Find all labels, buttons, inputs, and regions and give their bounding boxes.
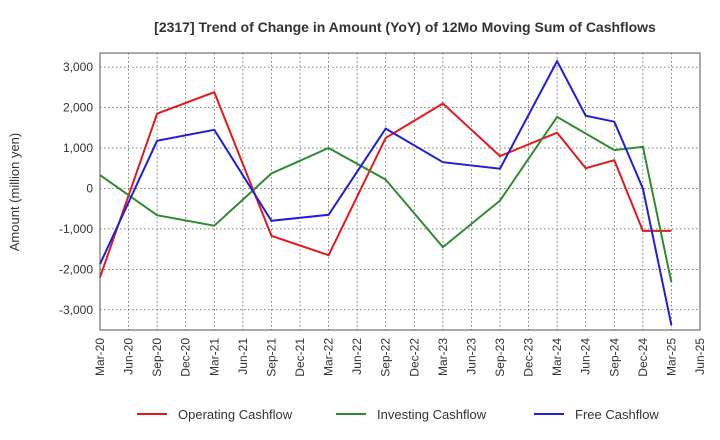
x-tick-label: Sep-23: [493, 338, 507, 377]
x-tick-label: Dec-24: [636, 338, 650, 377]
x-tick-label: Mar-22: [322, 338, 336, 376]
y-tick-label: 1,000: [63, 141, 93, 155]
series-line-free-cashflow: [99, 58, 673, 326]
x-tick-label: Mar-25: [664, 338, 678, 376]
x-tick-label: Sep-20: [150, 338, 164, 377]
legend: Operating Cashflow Investing Cashflow Free…: [137, 407, 659, 422]
x-tick-label: Mar-23: [436, 338, 450, 376]
chart-title: [2317] Trend of Change in Amount (YoY) o…: [154, 19, 656, 35]
x-tick-label: Dec-22: [407, 338, 421, 377]
x-tick-label: Mar-20: [93, 338, 107, 376]
x-tick-label: Dec-23: [522, 338, 536, 377]
x-tick-label: Sep-21: [264, 338, 278, 377]
x-tick-label: Jun-24: [579, 338, 593, 375]
legend-label: Investing Cashflow: [377, 407, 487, 422]
x-tick-label: Dec-21: [293, 338, 307, 377]
y-tick-label: 2,000: [63, 101, 93, 115]
x-tick-label: Dec-20: [179, 338, 193, 377]
series-line-investing-cashflow: [99, 115, 673, 283]
y-axis-ticks: 3,000 2,000 1,000 0 -1,000 -2,000 -3,000: [59, 60, 93, 317]
x-tick-label: Jun-25: [693, 338, 707, 375]
x-tick-label: Jun-20: [122, 338, 136, 375]
x-tick-label: Jun-23: [464, 338, 478, 375]
x-tick-label: Jun-22: [350, 338, 364, 375]
x-tick-label: Sep-24: [607, 338, 621, 377]
y-tick-label: -1,000: [59, 222, 93, 236]
x-tick-label: Mar-24: [550, 338, 564, 376]
y-tick-label: -3,000: [59, 303, 93, 317]
legend-label: Operating Cashflow: [178, 407, 293, 422]
plot-frame: [99, 52, 701, 331]
legend-label: Free Cashflow: [575, 407, 659, 422]
y-axis-title: Amount (million yen): [7, 133, 22, 252]
grid: [100, 53, 700, 330]
y-tick-label: 3,000: [63, 60, 93, 74]
y-tick-label: -2,000: [59, 262, 93, 276]
series-line-operating-cashflow: [99, 90, 672, 278]
x-axis-ticks: Mar-20 Jun-20 Sep-20 Dec-20 Mar-21 Jun-21 Sep-…: [93, 338, 707, 377]
x-tick-label: Mar-21: [207, 338, 221, 376]
y-tick-label: 0: [86, 181, 93, 195]
series-layer: [99, 58, 673, 326]
x-tick-label: Sep-22: [379, 338, 393, 377]
x-tick-label: Jun-21: [236, 338, 250, 375]
